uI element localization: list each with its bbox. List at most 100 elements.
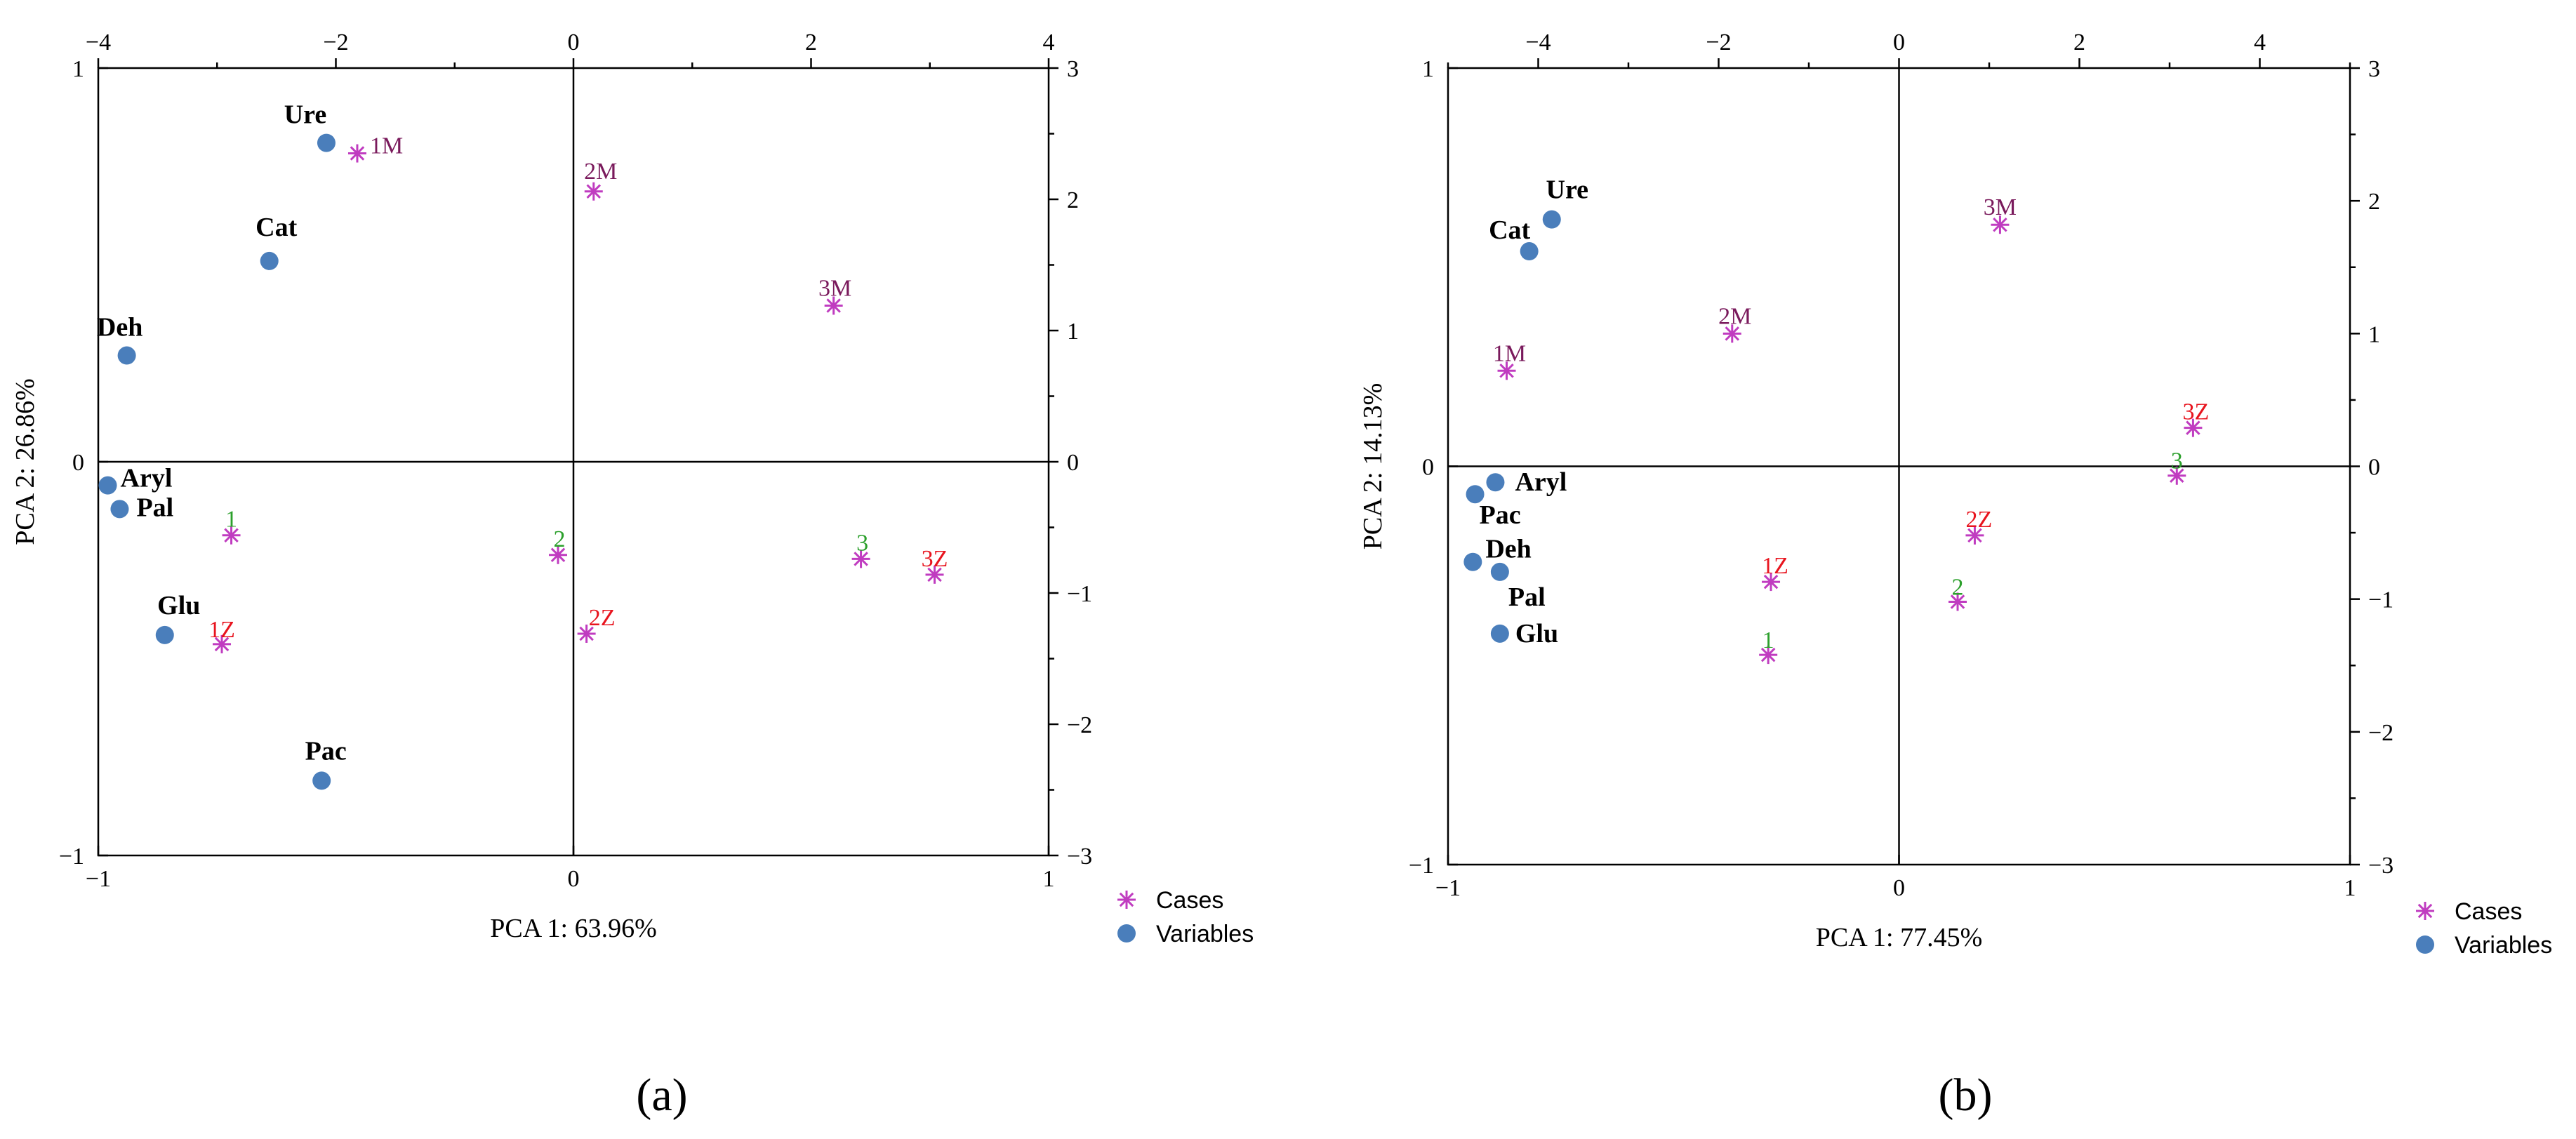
case-label-2m: 2M: [584, 159, 617, 185]
legend-cases-label: Cases: [2455, 898, 2522, 925]
case-point-2z: [1965, 526, 1984, 545]
case-point-3m: [1991, 215, 2010, 234]
case-label-2m: 2M: [1718, 303, 1751, 329]
variable-point-pal: [1490, 562, 1509, 581]
case-point-3z-stroke: [2186, 420, 2200, 435]
case-point-3: [2167, 466, 2186, 485]
y2-tick-label: 1: [1067, 319, 1079, 345]
x2-tick-label: −2: [1706, 29, 1731, 55]
case-point-2z: [577, 624, 596, 643]
case-point-2z-stroke: [579, 626, 594, 641]
case-point-1m-stroke: [1499, 364, 1514, 378]
case-label-3: 3: [856, 530, 868, 556]
case-point-2m: [584, 182, 603, 201]
x2-tick-label: −4: [1525, 29, 1551, 55]
case-label-3z: 3Z: [922, 546, 948, 572]
case-point-1-stroke: [224, 528, 239, 542]
variable-label-aryl: Aryl: [121, 464, 173, 493]
case-point-1: [222, 526, 241, 545]
legend-variables-label: Variables: [2455, 932, 2552, 959]
case-point-2m-stroke: [586, 184, 602, 199]
y-axis-title: PCA 2: 26.86%: [11, 378, 40, 545]
case-point-3z: [925, 565, 944, 584]
variable-label-deh: Deh: [97, 313, 142, 342]
case-point-3: [851, 549, 870, 568]
y2-tick-label: 1: [2368, 321, 2380, 347]
variable-point-pac: [1466, 485, 1485, 504]
case-label-2: 2: [1952, 574, 1964, 600]
case-point-1z-stroke: [1763, 574, 1779, 590]
variable-point-pac: [312, 771, 331, 790]
case-label-2: 2: [553, 526, 565, 552]
case-label-1: 1: [1762, 627, 1774, 653]
legend-variables-label: Variables: [1156, 921, 1254, 947]
y-axis-title: PCA 2: 14.13%: [1358, 383, 1388, 550]
y-tick-label: 0: [1422, 455, 1434, 481]
variable-point-ure: [317, 133, 336, 152]
variable-point-glu: [1490, 624, 1509, 643]
y2-tick-label: 3: [2368, 56, 2380, 82]
legend-variables-marker: [2416, 935, 2434, 954]
x2-tick-label: 4: [2254, 29, 2266, 55]
variable-point-deh: [117, 346, 136, 365]
case-point-2m-stroke: [1725, 326, 1740, 341]
x2-tick-label: −4: [86, 29, 111, 55]
variable-point-aryl: [1486, 473, 1505, 492]
variable-point-cat: [1520, 242, 1539, 261]
variable-point-deh: [1463, 552, 1482, 571]
legend-variables-marker: [1117, 924, 1136, 942]
variable-point-glu: [155, 625, 174, 644]
variable-label-pac: Pac: [305, 736, 347, 766]
case-point-3-stroke: [2170, 468, 2184, 483]
variable-point-ure: [1542, 210, 1561, 229]
variable-label-glu: Glu: [157, 591, 200, 620]
case-point-1-stroke: [1760, 647, 1776, 662]
y2-tick-label: −2: [1067, 712, 1092, 738]
y2-tick-label: 2: [1067, 187, 1079, 213]
variable-label-pac: Pac: [1480, 500, 1521, 530]
y2-tick-label: −3: [2368, 853, 2394, 879]
y2-tick-label: 0: [2368, 455, 2380, 481]
legend: Cases Variables: [1117, 887, 1254, 947]
y2-tick-label: 2: [2368, 189, 2380, 215]
case-label-3z: 3Z: [2183, 399, 2210, 425]
case-point-3z-stroke: [927, 567, 942, 582]
y2-tick-label: 0: [1067, 450, 1079, 476]
case-label-1m: 1M: [1493, 340, 1526, 366]
variable-label-ure: Ure: [284, 100, 327, 130]
y2-tick-label: 3: [1067, 56, 1079, 82]
y2-tick-label: −1: [2368, 587, 2394, 613]
case-point-3z: [2184, 418, 2203, 437]
variable-label-aryl: Aryl: [1515, 467, 1567, 497]
legend-cases-marker: [2416, 902, 2434, 920]
case-point-2-stroke: [1950, 594, 1965, 609]
legend-cases-marker-stroke: [2417, 903, 2433, 919]
legend-cases-marker: [1117, 891, 1136, 909]
case-point-1z: [1762, 573, 1781, 592]
x2-tick-label: −2: [323, 29, 348, 55]
y-tick-label: 1: [1422, 56, 1434, 82]
case-point-2: [548, 545, 567, 564]
case-point-1: [1759, 646, 1778, 665]
y-tick-label: −1: [1409, 853, 1434, 879]
case-point-3m: [824, 296, 843, 315]
x-tick-label: 0: [1893, 875, 1905, 901]
legend-cases-marker-stroke: [1119, 892, 1134, 907]
legend-cases-label: Cases: [1156, 887, 1223, 914]
x-tick-label: 1: [2344, 875, 2356, 901]
case-point-2z-stroke: [1967, 528, 1982, 543]
x-tick-label: −1: [1435, 875, 1461, 901]
case-point-2m: [1722, 324, 1741, 343]
case-point-1m: [347, 144, 366, 163]
y2-tick-label: −2: [2368, 720, 2394, 746]
panel-label: (b): [1939, 1070, 1993, 1121]
case-point-3m-stroke: [826, 298, 841, 313]
y-tick-label: 0: [72, 450, 84, 476]
variable-point-pal: [110, 500, 129, 519]
variable-point-cat: [260, 251, 279, 270]
case-label-3: 3: [2171, 448, 2183, 474]
case-label-1z: 1Z: [208, 617, 235, 643]
x-axis-title: PCA 1: 63.96%: [490, 914, 657, 943]
